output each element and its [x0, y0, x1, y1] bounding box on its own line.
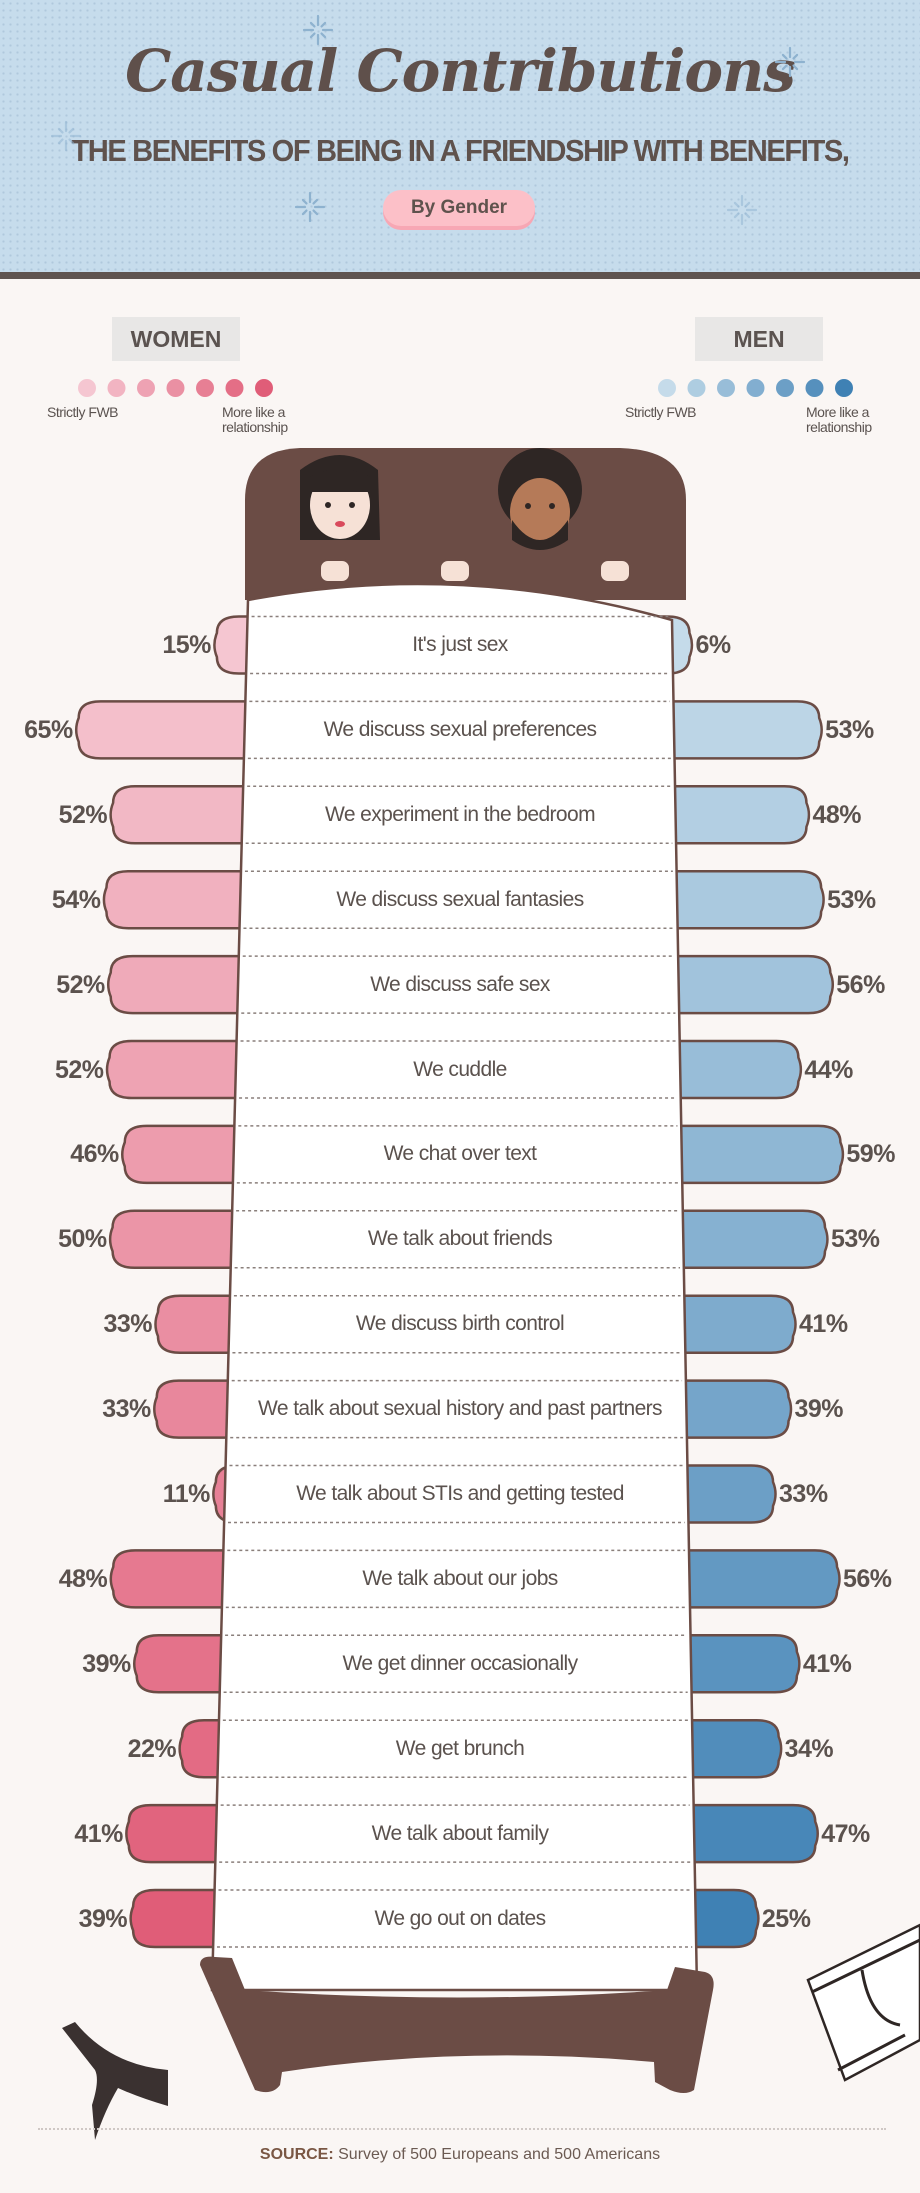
category-label: We discuss safe sex	[370, 972, 550, 996]
value-label-women: 22%	[127, 1734, 177, 1763]
sparkle-icon	[294, 191, 326, 223]
value-label-men: 41%	[799, 1310, 848, 1339]
hand	[599, 559, 631, 583]
value-label-women: 11%	[162, 1480, 211, 1508]
legend-dot-women	[137, 379, 155, 397]
legend-dot-men	[776, 379, 794, 397]
category-label: We talk about our jobs	[362, 1566, 558, 1590]
header-banner	[0, 0, 920, 272]
category-label: We cuddle	[413, 1057, 507, 1081]
value-label-women: 46%	[70, 1140, 119, 1169]
legend-dot-men	[805, 379, 824, 397]
sparkle-icon	[302, 14, 334, 46]
value-label-men: 33%	[779, 1480, 828, 1508]
value-label-women: 15%	[162, 631, 211, 659]
hand	[319, 559, 351, 583]
page-subtitle: THE BENEFITS OF BEING IN A FRIENDSHIP WI…	[71, 133, 850, 168]
header-divider	[0, 272, 920, 279]
value-label-women: 52%	[58, 800, 108, 829]
legend-dot-women	[225, 379, 244, 397]
category-label: We discuss birth control	[355, 1312, 565, 1336]
category-label: It's just sex	[412, 633, 508, 656]
value-label-men: 53%	[830, 1225, 880, 1254]
value-label-men: 56%	[836, 970, 885, 999]
legend-dot-men	[746, 379, 765, 397]
value-label-men: 44%	[804, 1055, 853, 1084]
value-label-men: 25%	[761, 1904, 811, 1933]
legend-dot-women	[196, 379, 214, 397]
category-label: We discuss sexual preferences	[323, 717, 597, 741]
legend-dot-women	[166, 379, 185, 397]
men-legend-low: Strictly FWB	[625, 404, 697, 420]
category-label: We talk about sexual history and past pa…	[258, 1397, 663, 1421]
man-eye	[549, 503, 555, 509]
category-label: We talk about family	[371, 1821, 549, 1845]
hand	[439, 559, 471, 583]
sparkle-icon	[50, 120, 82, 152]
man-eye	[525, 503, 531, 509]
category-label: We chat over text	[383, 1142, 537, 1166]
value-label-men: 53%	[827, 885, 876, 914]
category-label: We discuss sexual fantasies	[336, 887, 584, 911]
category-label: We go out on dates	[374, 1906, 547, 1930]
value-label-men: 48%	[812, 800, 861, 829]
source-note: SOURCE: Survey of 500 Europeans and 500 …	[0, 2146, 920, 2164]
legend-dot-men	[658, 379, 676, 397]
value-label-men: 53%	[825, 715, 874, 744]
value-label-women: 54%	[51, 885, 101, 914]
value-label-men: 59%	[846, 1140, 895, 1169]
footboard	[200, 1956, 714, 2093]
bed-sheet	[210, 582, 699, 1992]
sparkle-icon	[774, 46, 806, 78]
man-beard	[512, 520, 568, 550]
thong-icon	[62, 2022, 168, 2140]
value-label-men: 56%	[843, 1564, 892, 1593]
category-label: We get dinner occasionally	[342, 1651, 579, 1675]
legend-dot-women	[78, 379, 96, 397]
legend-dot-men	[717, 379, 735, 397]
value-label-men: 6%	[695, 631, 731, 659]
women-legend-low: Strictly FWB	[47, 404, 119, 420]
men-legend-high: More like a relationship	[806, 404, 872, 435]
woman-eye	[349, 502, 355, 508]
men-label: MEN	[695, 317, 823, 361]
boxers-stripe	[811, 1938, 920, 2072]
category-label: We experiment in the bedroom	[325, 802, 596, 826]
woman-bangs	[308, 469, 372, 492]
value-label-men: 41%	[802, 1649, 852, 1678]
woman-eye	[325, 502, 331, 508]
value-label-women: 52%	[54, 1055, 104, 1084]
legend-dot-women	[255, 379, 273, 397]
sparkle-icon	[726, 194, 758, 226]
value-label-women: 39%	[82, 1649, 131, 1678]
value-label-women: 33%	[103, 1310, 152, 1339]
man-face	[510, 478, 570, 546]
category-label: We talk about STIs and getting tested	[296, 1482, 624, 1505]
category-label: We get brunch	[395, 1736, 525, 1760]
value-label-men: 47%	[821, 1819, 870, 1848]
women-label: WOMEN	[112, 317, 240, 361]
legend-dot-men	[835, 379, 853, 397]
category-label: We talk about friends	[367, 1227, 553, 1251]
value-label-women: 39%	[78, 1904, 128, 1933]
value-label-men: 39%	[794, 1395, 844, 1424]
gender-pill: By Gender	[383, 190, 535, 226]
page-title: Casual Contributions	[125, 37, 796, 105]
legend-dot-men	[687, 379, 706, 397]
value-label-men: 34%	[784, 1734, 834, 1763]
value-label-women: 48%	[58, 1564, 108, 1593]
value-label-women: 65%	[24, 715, 73, 744]
legend-dot-women	[107, 379, 126, 397]
woman-lips	[335, 521, 345, 527]
women-legend-high: More like a relationship	[222, 404, 288, 435]
footer-divider	[38, 2128, 886, 2130]
source-text: Survey of 500 Europeans and 500 American…	[333, 2146, 661, 2163]
value-label-women: 33%	[102, 1395, 151, 1424]
value-label-women: 52%	[56, 970, 105, 999]
value-label-women: 41%	[74, 1819, 123, 1848]
source-label: SOURCE:	[259, 2146, 334, 2163]
value-label-women: 50%	[58, 1225, 107, 1254]
